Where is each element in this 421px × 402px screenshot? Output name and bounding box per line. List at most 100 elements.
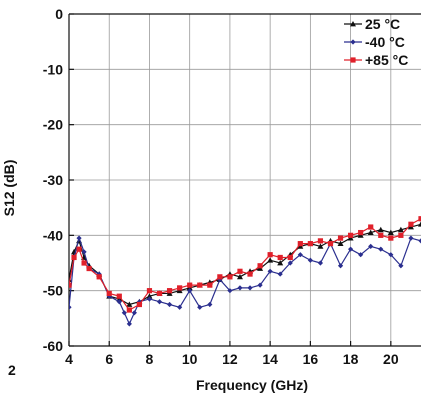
data-point: [207, 282, 213, 288]
data-point: [81, 249, 87, 255]
data-point: [337, 240, 344, 247]
data-point: [257, 263, 263, 269]
data-point: [197, 282, 203, 288]
data-point: [368, 243, 374, 249]
data-point: [398, 263, 404, 269]
data-point: [418, 216, 421, 222]
legend-swatch-marker: [350, 39, 356, 45]
data-point: [368, 224, 374, 230]
y-tick-label: -30: [43, 172, 63, 188]
y-tick-label: -50: [43, 283, 63, 299]
data-point: [277, 260, 284, 266]
data-point: [177, 285, 183, 291]
data-point: [166, 301, 173, 308]
y-tick-label: -10: [43, 61, 63, 77]
data-point: [277, 254, 283, 261]
data-point: [418, 238, 421, 244]
x-tick-label: 6: [105, 351, 113, 367]
data-point: [76, 246, 82, 252]
x-tick-label: 16: [303, 351, 319, 367]
x-tick-label: 10: [182, 351, 198, 367]
data-point: [348, 246, 354, 252]
data-point: [126, 307, 132, 313]
data-point: [217, 277, 223, 283]
y-tick-label: 0: [55, 6, 63, 22]
data-point: [327, 241, 334, 247]
data-point: [227, 274, 233, 280]
data-point: [86, 265, 92, 272]
data-point: [267, 257, 274, 263]
x-tick-label: 8: [146, 351, 154, 367]
data-point: [106, 293, 112, 299]
data-point: [307, 241, 313, 247]
data-point: [71, 254, 77, 261]
data-point: [131, 310, 137, 316]
data-point: [136, 301, 142, 308]
data-point: [126, 321, 132, 327]
tick-label-layer: 4 6 8 10 12 14 16 18 20 0 -10 -20 -30 -40 -50 -60: [43, 6, 399, 367]
data-point: [337, 235, 344, 241]
data-point: [126, 301, 133, 307]
data-point: [227, 288, 233, 294]
data-point: [96, 274, 102, 280]
legend-label: -40 °C: [365, 34, 405, 50]
data-point: [247, 271, 253, 277]
stray-label: 2: [8, 362, 16, 378]
data-point: [398, 232, 404, 238]
data-point: [81, 260, 87, 266]
data-point: [277, 271, 283, 277]
data-point: [236, 273, 243, 280]
x-axis-title: Frequency (GHz): [196, 377, 308, 393]
y-tick-label: -60: [43, 338, 63, 354]
data-point: [337, 263, 344, 269]
data-point: [267, 252, 273, 258]
data-point: [358, 252, 364, 258]
legend-item: -40 °C: [344, 34, 405, 50]
data-point: [397, 226, 404, 233]
data-point: [387, 229, 394, 235]
data-point: [367, 229, 374, 235]
data-point: [116, 299, 122, 305]
data-point: [317, 238, 324, 244]
y-tick-label: -20: [43, 117, 63, 133]
data-point: [237, 268, 243, 274]
x-tick-label: 4: [65, 351, 73, 367]
data-point: [156, 290, 163, 297]
legend-label: +85 °C: [365, 52, 408, 68]
data-point: [237, 285, 243, 291]
legend-item: 25 °C: [344, 16, 400, 32]
data-point: [146, 296, 153, 302]
data-point: [187, 282, 193, 288]
data-point: [388, 235, 394, 241]
series-layer: [69, 216, 421, 327]
data-point: [297, 241, 303, 247]
data-point: [106, 290, 112, 297]
data-point: [197, 304, 203, 310]
data-point: [378, 232, 384, 238]
legend-swatch-marker: [350, 21, 356, 27]
data-point: [348, 232, 354, 238]
data-point: [121, 310, 127, 316]
grid-layer: [69, 14, 421, 346]
data-point: [377, 226, 384, 233]
data-point: [378, 246, 384, 252]
y-tick-label: -40: [43, 227, 63, 243]
data-point: [317, 260, 324, 266]
data-point: [76, 235, 82, 241]
data-point: [287, 254, 293, 261]
data-point: [247, 285, 253, 291]
data-point: [418, 221, 421, 227]
data-point: [177, 304, 183, 310]
legend-item: +85 °C: [344, 52, 408, 68]
data-point: [146, 293, 153, 299]
data-point: [297, 252, 303, 258]
series-line: [69, 223, 421, 306]
data-point: [408, 235, 414, 241]
data-point: [166, 288, 173, 294]
series-line: [69, 236, 421, 326]
x-tick-label: 18: [343, 351, 359, 367]
series-3: [69, 216, 421, 313]
data-point: [408, 221, 414, 227]
x-tick-label: 14: [262, 351, 278, 367]
data-point: [187, 288, 193, 294]
